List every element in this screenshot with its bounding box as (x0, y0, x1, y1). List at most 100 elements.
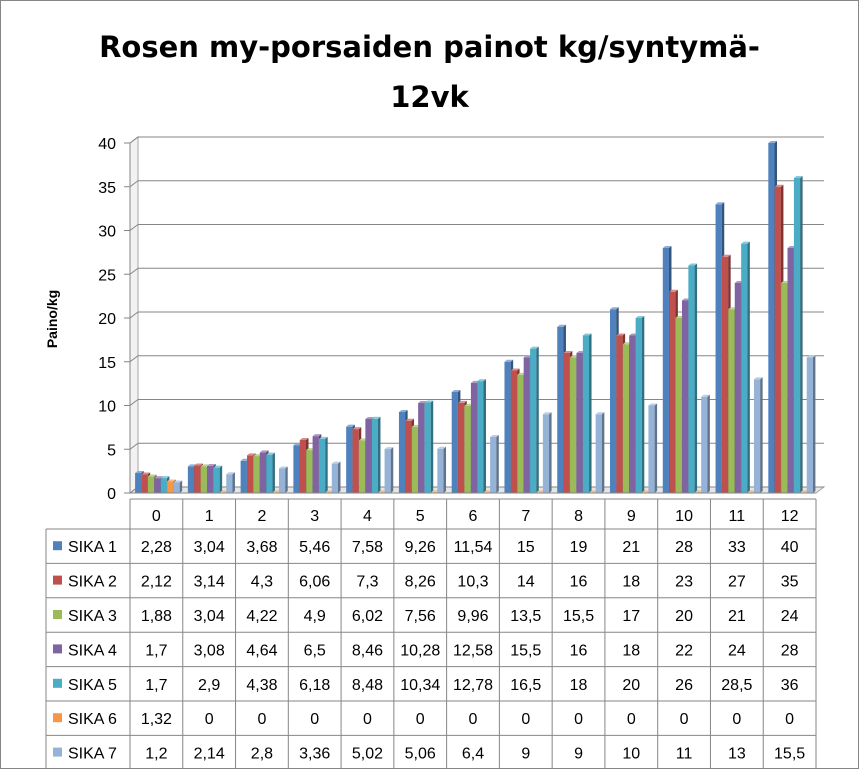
bar-top (371, 416, 381, 419)
y-tick-label: 0 (107, 486, 116, 503)
x-tick-label: 9 (627, 508, 636, 525)
bar-front (675, 318, 682, 493)
bar-top (384, 447, 394, 450)
bar-side (641, 316, 645, 493)
bar-front (352, 429, 359, 493)
table-cell: 11 (676, 746, 693, 763)
bar-front (240, 460, 247, 493)
table-cell: 33 (728, 539, 746, 556)
bar-side (232, 472, 235, 493)
x-tick-label: 3 (310, 508, 319, 525)
y-tick-labels: 0 5 10 15 20 25 30 35 40 (98, 136, 116, 503)
bar (741, 241, 750, 493)
gridline (129, 355, 824, 363)
table-cell: 16 (570, 574, 588, 591)
bar-front (141, 474, 148, 493)
bar-front (207, 466, 214, 493)
table-cell: 3,14 (194, 574, 225, 591)
bar-top (279, 466, 288, 469)
x-tick-label: 11 (729, 508, 746, 525)
bar (595, 412, 605, 493)
table-cell: 6,4 (462, 746, 484, 763)
bar-side (496, 435, 499, 493)
bar-front (517, 374, 524, 493)
bar-top (318, 436, 328, 439)
bar-side (337, 461, 341, 493)
axes (129, 143, 816, 494)
bar-front (253, 456, 260, 493)
bar-front (418, 403, 425, 493)
bar-top (194, 463, 203, 466)
bar (688, 263, 698, 493)
table-cell: 10,28 (400, 642, 440, 659)
bar-top (557, 324, 566, 327)
table-cell: 5,46 (299, 539, 330, 556)
legend-entry: SIKA 3 (68, 608, 117, 625)
table-cell: 1,88 (141, 608, 172, 625)
y-tick-label: 35 (98, 180, 116, 197)
bar (318, 436, 328, 493)
bar-front (806, 357, 813, 493)
bar (635, 316, 645, 493)
bar-top (259, 450, 269, 453)
table-cell: 21 (622, 539, 640, 556)
bar-top (458, 400, 467, 403)
table-cell: 0 (680, 711, 689, 728)
bar-front (194, 465, 201, 493)
table-cell: 0 (627, 711, 636, 728)
table-cell: 9,96 (457, 608, 488, 625)
y-axis-label: Paino/kg (44, 290, 60, 348)
x-tick-label: 1 (205, 508, 214, 525)
bar-front (542, 414, 550, 493)
bar-side (430, 400, 434, 493)
bar-front (451, 392, 458, 493)
bar-top (141, 472, 151, 475)
bar (371, 416, 381, 493)
bar-front (793, 178, 801, 493)
table-cell: 3,68 (246, 539, 277, 556)
bar-top (542, 412, 552, 415)
table-cell: 17 (622, 608, 640, 625)
gridlines (124, 136, 824, 494)
bar-side (285, 466, 288, 493)
bar-top (635, 316, 645, 318)
bar-top (504, 359, 514, 362)
bar-side (654, 403, 658, 493)
bar-top (167, 479, 176, 482)
table-cell: 10,34 (400, 677, 440, 694)
bar (226, 472, 235, 493)
table-cell: 9 (574, 746, 583, 763)
bar-side (483, 379, 486, 493)
bar (793, 176, 803, 493)
bar-top (610, 307, 619, 310)
bar-front (622, 344, 630, 493)
table-cell: 11,54 (454, 539, 493, 556)
table-cell: 28,5 (721, 677, 752, 694)
x-tick-label: 10 (675, 508, 693, 525)
legend-entry: SIKA 1 (68, 539, 117, 556)
bar-front (477, 381, 484, 493)
table-cell: 5,06 (405, 746, 436, 763)
table-cell: 18 (622, 642, 640, 659)
bar (806, 355, 816, 493)
bar-front (669, 291, 676, 493)
x-tick-label: 6 (469, 508, 478, 525)
legend-entry: SIKA 4 (68, 642, 117, 659)
table-cell: 7,56 (405, 608, 436, 625)
legend-key (53, 575, 62, 585)
table-cell: 24 (781, 608, 799, 625)
bar-front (312, 436, 319, 493)
legend-key (53, 713, 62, 723)
legend-entry: SIKA 6 (68, 711, 117, 728)
bar-top (669, 289, 678, 292)
chart-title-line-1: Rosen my-porsaiden painot kg/syntymä- (99, 30, 760, 64)
table-cell: 2,9 (198, 677, 220, 694)
legend-key (53, 644, 62, 654)
bar-front (279, 468, 286, 493)
bar-front (411, 426, 418, 493)
table-cell: 15,5 (563, 608, 594, 625)
table-cell: 7,3 (356, 574, 378, 591)
bar-front (734, 283, 741, 493)
bar-top (226, 472, 235, 475)
bar-front (768, 143, 775, 493)
